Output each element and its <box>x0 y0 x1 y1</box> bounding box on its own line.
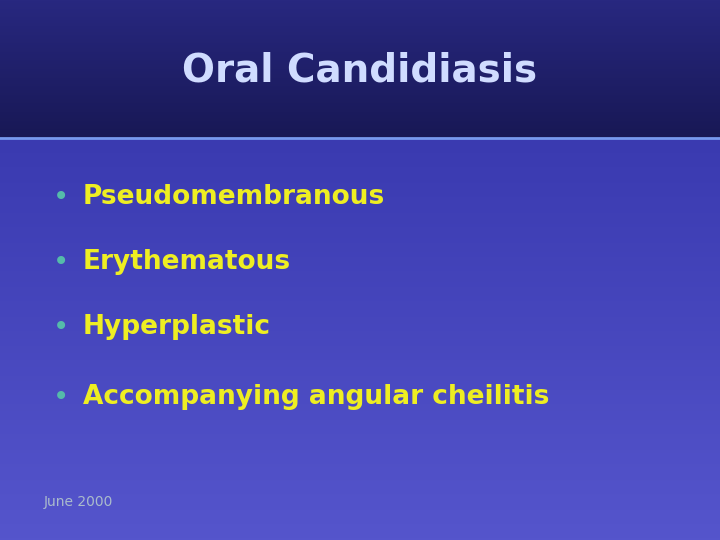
Text: •: • <box>53 313 69 341</box>
Text: •: • <box>53 183 69 211</box>
Text: Erythematous: Erythematous <box>83 249 291 275</box>
Text: Accompanying angular cheilitis: Accompanying angular cheilitis <box>83 384 549 410</box>
Text: Pseudomembranous: Pseudomembranous <box>83 184 385 210</box>
Text: Oral Candidiasis: Oral Candidiasis <box>182 51 538 89</box>
Text: Hyperplastic: Hyperplastic <box>83 314 271 340</box>
Text: •: • <box>53 248 69 276</box>
Text: •: • <box>53 383 69 411</box>
Text: June 2000: June 2000 <box>43 495 112 509</box>
